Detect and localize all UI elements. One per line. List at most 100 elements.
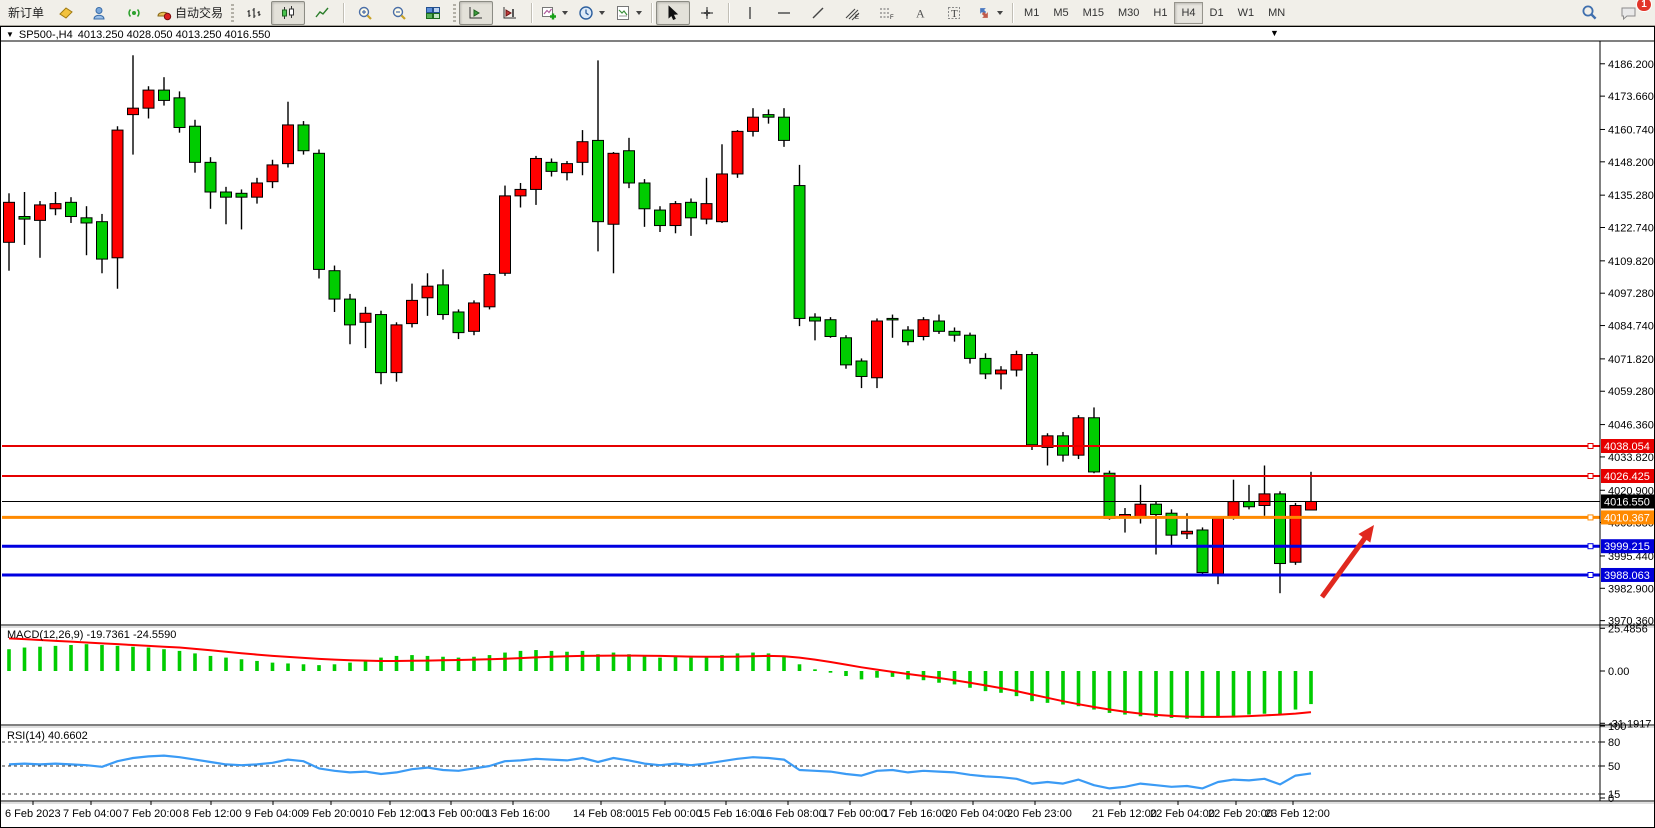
- auto-trading-label: 自动交易: [175, 6, 224, 20]
- svg-text:3982.900: 3982.900: [1608, 583, 1654, 595]
- bar-chart-icon: [247, 7, 261, 18]
- template-icon: [617, 5, 630, 20]
- timeframe-m5[interactable]: M5: [1053, 6, 1069, 19]
- text-icon: A: [916, 6, 925, 20]
- svg-text:4173.660: 4173.660: [1608, 91, 1654, 103]
- svg-text:4026.425: 4026.425: [1604, 471, 1650, 483]
- accounts-button[interactable]: [83, 1, 117, 25]
- new-order-button[interactable]: 新订单: [3, 1, 49, 25]
- svg-text:14 Feb 08:00: 14 Feb 08:00: [573, 808, 638, 820]
- auto-scroll-button[interactable]: [459, 0, 494, 25]
- timeframe-mn[interactable]: MN: [1268, 6, 1286, 19]
- timeframe-group: M1 M5 M15 M30 H1 H4 D1 W1 MN: [1017, 1, 1292, 24]
- signals-button[interactable]: [117, 1, 151, 25]
- text-button[interactable]: A: [903, 1, 937, 25]
- svg-text:10 Feb 12:00: 10 Feb 12:00: [362, 808, 427, 820]
- periods-button[interactable]: [573, 1, 610, 25]
- candlestick-icon: [282, 5, 295, 19]
- svg-text:100: 100: [1608, 721, 1626, 733]
- zoom-out-button[interactable]: [382, 1, 416, 25]
- svg-text:25.4856: 25.4856: [1608, 623, 1648, 635]
- horizontal-line-button[interactable]: [767, 1, 801, 25]
- svg-text:T: T: [951, 8, 958, 20]
- bar-chart-button[interactable]: [237, 1, 271, 25]
- svg-text:13 Feb 16:00: 13 Feb 16:00: [485, 808, 550, 820]
- timeframe-m30[interactable]: M30: [1118, 6, 1140, 19]
- arrows-button[interactable]: [971, 1, 1008, 25]
- line-handle[interactable]: [1587, 443, 1594, 449]
- chart-canvas[interactable]: 4186.200 4173.660 4160.740 4148.200 4135.280…: [0, 26, 1655, 828]
- svg-text:4135.280: 4135.280: [1608, 190, 1654, 202]
- timeframe-m1[interactable]: M1: [1024, 6, 1040, 19]
- toolbar-right-group: 1: [1572, 0, 1652, 25]
- line-handle[interactable]: [1587, 571, 1594, 578]
- svg-text:9 Feb 20:00: 9 Feb 20:00: [303, 808, 362, 820]
- toolbar-separator: [728, 2, 730, 23]
- trendline-button[interactable]: [801, 1, 835, 25]
- svg-text:20 Feb 04:00: 20 Feb 04:00: [945, 808, 1010, 820]
- zoom-in-button[interactable]: [348, 1, 382, 25]
- timeframe-h1[interactable]: H1: [1153, 6, 1168, 19]
- line-chart-icon: [315, 7, 329, 17]
- svg-text:15 Feb 00:00: 15 Feb 00:00: [637, 808, 702, 820]
- notifications-button[interactable]: 1: [1612, 0, 1652, 25]
- line-chart-button[interactable]: [305, 1, 339, 25]
- svg-text:0: 0: [1608, 793, 1614, 805]
- templates-button[interactable]: [610, 1, 647, 25]
- svg-text:4160.740: 4160.740: [1608, 124, 1654, 136]
- svg-text:22 Feb 04:00: 22 Feb 04:00: [1150, 808, 1215, 820]
- svg-text:3988.063: 3988.063: [1604, 570, 1650, 582]
- line-handle[interactable]: [1587, 514, 1594, 521]
- vertical-line-button[interactable]: [733, 1, 767, 25]
- equidistant-channel-button[interactable]: E: [835, 1, 869, 25]
- horizontal-line-icon: [778, 11, 791, 14]
- search-icon: [1582, 5, 1596, 20]
- svg-text:15 Feb 16:00: 15 Feb 16:00: [698, 808, 763, 820]
- candlestick-chart-button[interactable]: [271, 0, 306, 25]
- new-order-icon[interactable]: [49, 1, 83, 25]
- cursor-button[interactable]: [656, 0, 691, 25]
- svg-text:4084.740: 4084.740: [1608, 321, 1654, 333]
- svg-text:13 Feb 00:00: 13 Feb 00:00: [423, 808, 488, 820]
- annotation-arrow[interactable]: [1319, 525, 1374, 599]
- timeframe-d1[interactable]: D1: [1209, 6, 1224, 19]
- timeframe-h4[interactable]: H4: [1174, 1, 1203, 24]
- svg-text:4016.550: 4016.550: [1604, 496, 1650, 508]
- svg-text:-31.1917: -31.1917: [1608, 718, 1651, 730]
- add-indicator-button[interactable]: [536, 1, 573, 25]
- line-handle[interactable]: [1587, 543, 1594, 550]
- timeframe-m15[interactable]: M15: [1082, 6, 1104, 19]
- timeframe-w1[interactable]: W1: [1237, 6, 1255, 19]
- svg-text:17 Feb 00:00: 17 Feb 00:00: [822, 808, 887, 820]
- chart-shift-button[interactable]: [493, 1, 527, 25]
- dropdown-caret-icon: [599, 10, 606, 15]
- svg-text:4038.054: 4038.054: [1604, 441, 1650, 453]
- channel-icon: E: [845, 8, 860, 21]
- svg-text:4148.200: 4148.200: [1608, 157, 1654, 169]
- dropdown-caret-icon: [636, 10, 643, 15]
- text-label-button[interactable]: T: [937, 1, 971, 25]
- clock-icon: [579, 5, 593, 20]
- crosshair-button[interactable]: [690, 1, 724, 25]
- svg-text:3995.440: 3995.440: [1608, 551, 1654, 563]
- crosshair-icon: [701, 6, 714, 19]
- svg-text:4097.280: 4097.280: [1608, 288, 1654, 300]
- main-toolbar: 新订单 自动交易: [0, 0, 1655, 26]
- search-button[interactable]: [1572, 1, 1606, 25]
- auto-trading-button[interactable]: 自动交易: [151, 1, 228, 25]
- tile-windows-button[interactable]: [416, 1, 450, 25]
- svg-text:7 Feb 04:00: 7 Feb 04:00: [63, 808, 122, 820]
- svg-text:4109.820: 4109.820: [1608, 256, 1654, 268]
- horizontal-line-objects[interactable]: [2, 443, 1600, 578]
- text-label-icon: T: [948, 6, 961, 20]
- vertical-line-icon: [749, 6, 751, 19]
- dropdown-caret-icon: [997, 10, 1004, 15]
- fibonacci-button[interactable]: F: [869, 1, 903, 25]
- svg-text:22 Feb 20:00: 22 Feb 20:00: [1208, 808, 1273, 820]
- trendline-icon: [812, 7, 824, 18]
- line-handle[interactable]: [1587, 473, 1594, 480]
- toolbar-separator: [651, 2, 653, 23]
- chart-shift-icon: [503, 6, 517, 18]
- svg-text:17 Feb 16:00: 17 Feb 16:00: [883, 808, 948, 820]
- svg-text:4122.740: 4122.740: [1608, 223, 1654, 235]
